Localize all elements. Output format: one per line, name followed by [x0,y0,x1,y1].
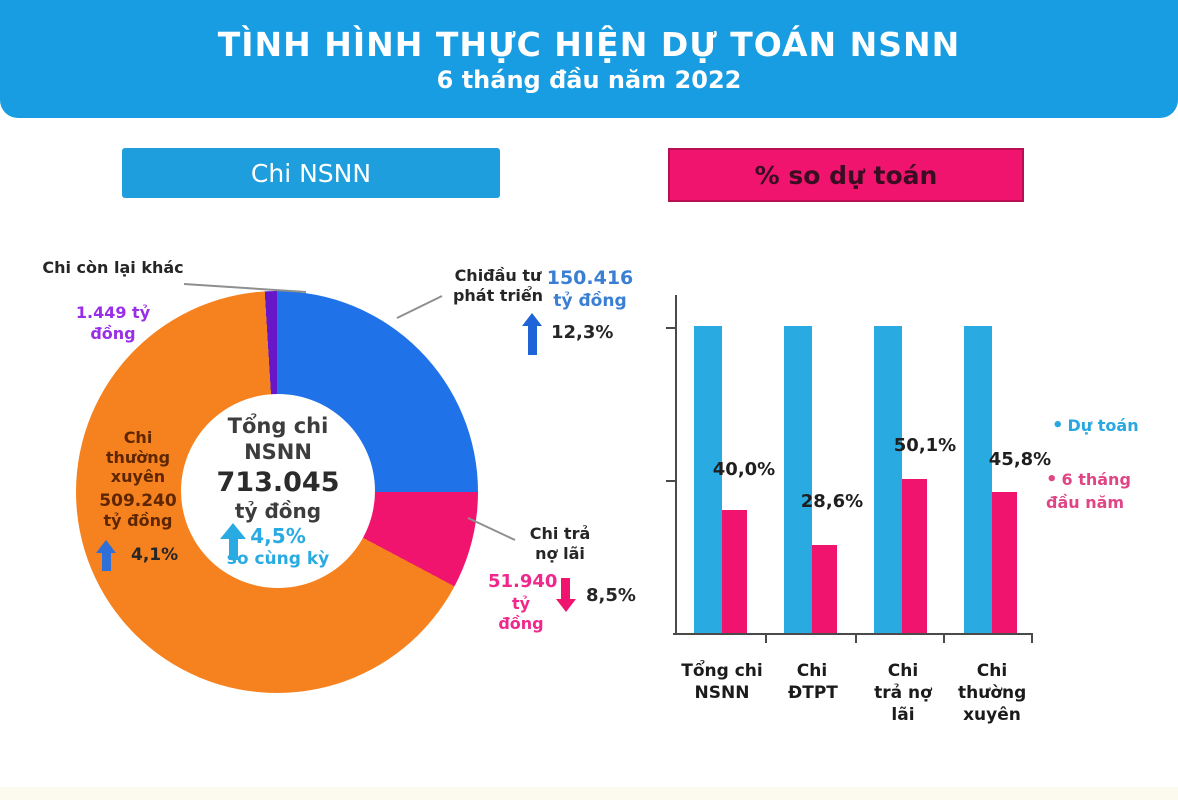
bar [902,479,927,633]
value-text: 509.240 [99,490,177,511]
value-text: 1.449 [75,303,127,322]
legend-item-du-toan: • Dự toán [1052,414,1162,438]
section-header-chi-nsnn-label: Chi NSNN [250,158,372,188]
bar-value-label: 50,1% [893,435,957,456]
donut-hole [181,394,375,588]
donut-center-text: Tổng chi NSNN 713.045 tỷ đồng 4,5% so cù… [173,413,383,571]
bar-value-label: 40,0% [712,459,776,480]
value-unit: tỷ đồng [103,511,173,531]
value-chi-tra-no-lai: 51.940 tỷ đồng [488,571,558,634]
legend-bullet-icon: • [1046,469,1058,490]
bar-chart-x-axis [673,633,1033,635]
value-chi-con-lai-khac: 1.449 tỷ đồng [52,303,174,345]
up-arrow-icon [96,540,116,571]
change-chi-thuong-xuyen: 4,1% [131,545,179,565]
bottom-strip [0,787,1178,800]
bar-value-label: 45,8% [988,449,1052,470]
up-arrow-icon [220,523,246,560]
legend-item-6-thang: • 6 tháng đầu năm [1046,468,1146,514]
bar [874,326,902,633]
value-unit: tỷ đồng [553,290,627,311]
bar-value-label: 28,6% [800,491,864,512]
bar-chart-plot [677,295,1033,633]
section-header-pct-du-toan: % so dự toán [668,148,1024,202]
legend-label: 6 tháng đầu năm [1046,470,1131,513]
segment-name: Chi thường xuyên [105,428,171,487]
legend-label: Dự toán [1067,416,1139,435]
bar [722,510,747,633]
down-arrow-icon [556,578,576,612]
page-subtitle: 6 tháng đầu năm 2022 [436,65,742,94]
x-tick [1031,635,1033,643]
value-unit: tỷ đồng [498,593,544,633]
center-change-note: so cùng kỳ [226,549,330,570]
value-unit: tỷ đồng [90,303,151,343]
x-tick [765,635,767,643]
label-chi-dau-tu: Chiđầu tư phát triển [452,266,544,305]
title-banner: TÌNH HÌNH THỰC HIỆN DỰ TOÁN NSNN 6 tháng… [0,0,1178,118]
center-change: 4,5% [250,524,306,549]
bar [694,326,722,633]
bar-chart-y-axis [675,295,677,635]
page-title: TÌNH HÌNH THỰC HIỆN DỰ TOÁN NSNN [217,24,961,64]
bar [964,326,992,633]
label-chi-tra-no-lai: Chi trả nợ lãi [529,524,591,563]
category-label: Chi ĐTPT [788,661,838,704]
value-text: 51.940 [488,571,558,592]
change-chi-tra-no-lai: 8,5% [586,585,636,606]
label-chi-con-lai-khac: Chi còn lại khác [42,258,184,277]
y-tick-100 [666,327,675,329]
center-unit: tỷ đồng [234,499,322,524]
x-tick [943,635,945,643]
value-chi-dau-tu: 150.416 tỷ đồng [540,267,640,312]
y-tick-50 [666,480,675,482]
section-header-pct-du-toan-label: % so dự toán [754,160,938,190]
leader-line-dau-tu [396,295,443,319]
category-label: Chi trả nợ lãi [874,661,932,726]
center-total-value: 713.045 [216,466,340,498]
bar [784,326,812,633]
section-header-chi-nsnn: Chi NSNN [122,148,500,198]
label-chi-thuong-xuyen: Chi thường xuyên 509.240 tỷ đồng [96,428,180,531]
category-label: Chi thường xuyên [958,661,1027,726]
center-line1: Tổng chi [227,414,329,438]
value-text: 150.416 [546,267,634,289]
category-label: Tổng chi NSNN [681,661,763,704]
bar [992,492,1017,633]
up-arrow-icon [522,313,542,355]
x-tick [855,635,857,643]
legend-bullet-icon: • [1052,415,1064,436]
bar [812,545,837,633]
center-line2: NSNN [244,440,312,465]
change-chi-dau-tu: 12,3% [551,322,614,343]
